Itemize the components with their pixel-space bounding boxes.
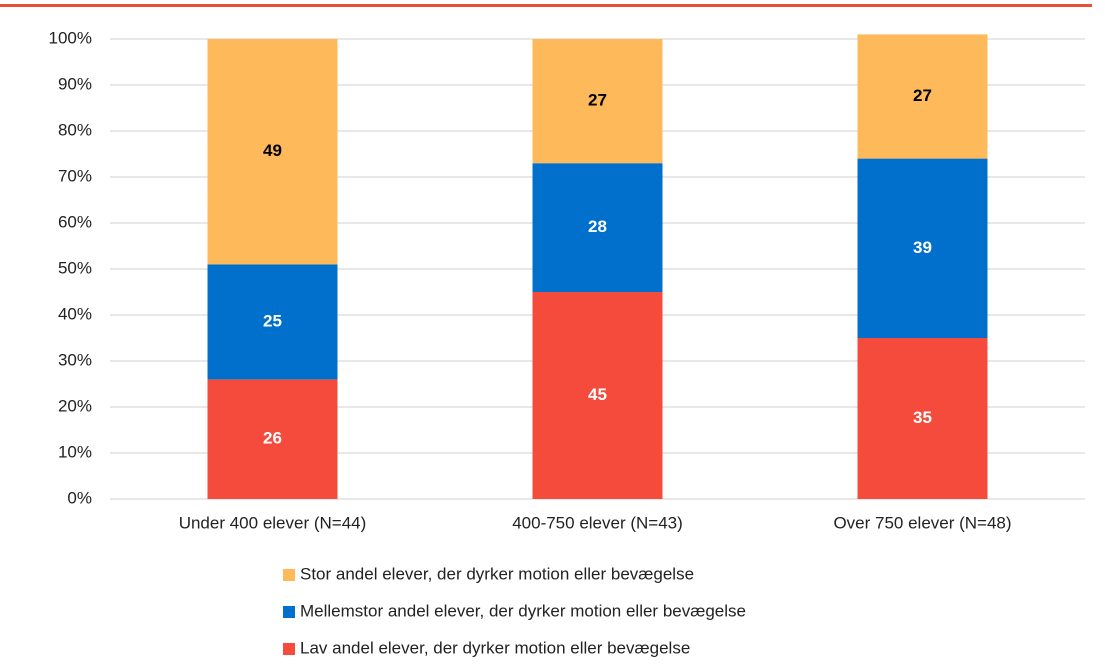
y-tick-label: 30% bbox=[58, 350, 92, 369]
bar-segment bbox=[532, 163, 663, 292]
legend-label: Lav andel elever, der dyrker motion elle… bbox=[300, 638, 690, 657]
bar-segment bbox=[857, 34, 988, 159]
y-tick-label: 0% bbox=[67, 488, 92, 507]
data-label: 26 bbox=[263, 429, 282, 448]
bar-segment bbox=[532, 39, 663, 164]
bar-segment bbox=[207, 39, 338, 265]
legend-swatch bbox=[283, 569, 295, 581]
data-label: 35 bbox=[913, 408, 932, 427]
legend-swatch bbox=[283, 606, 295, 618]
legend-label: Stor andel elever, der dyrker motion ell… bbox=[300, 564, 694, 583]
y-tick-label: 90% bbox=[58, 74, 92, 93]
y-tick-label: 80% bbox=[58, 120, 92, 139]
y-tick-label: 60% bbox=[58, 212, 92, 231]
bar-segment bbox=[857, 338, 988, 499]
legend-swatch bbox=[283, 643, 295, 655]
data-label: 25 bbox=[263, 311, 282, 330]
data-label: 27 bbox=[588, 91, 607, 110]
bar-segment bbox=[207, 264, 338, 380]
y-tick-label: 20% bbox=[58, 396, 92, 415]
legend-label: Mellemstor andel elever, der dyrker moti… bbox=[300, 601, 746, 620]
data-label: 27 bbox=[913, 86, 932, 105]
data-label: 28 bbox=[588, 217, 607, 236]
y-tick-label: 40% bbox=[58, 304, 92, 323]
header-rule bbox=[0, 4, 1092, 7]
data-label: 39 bbox=[913, 238, 932, 257]
y-tick-label: 50% bbox=[58, 258, 92, 277]
y-tick-label: 100% bbox=[49, 28, 92, 47]
data-label: 45 bbox=[588, 385, 607, 404]
y-tick-label: 70% bbox=[58, 166, 92, 185]
bar-segment bbox=[207, 379, 338, 499]
y-tick-label: 10% bbox=[58, 442, 92, 461]
x-tick-label: 400-750 elever (N=43) bbox=[512, 513, 683, 532]
bar-segment bbox=[857, 158, 988, 338]
x-tick-label: Under 400 elever (N=44) bbox=[179, 513, 367, 532]
data-label: 49 bbox=[263, 141, 282, 160]
x-tick-label: Over 750 elever (N=48) bbox=[833, 513, 1011, 532]
bar-segment bbox=[532, 292, 663, 499]
